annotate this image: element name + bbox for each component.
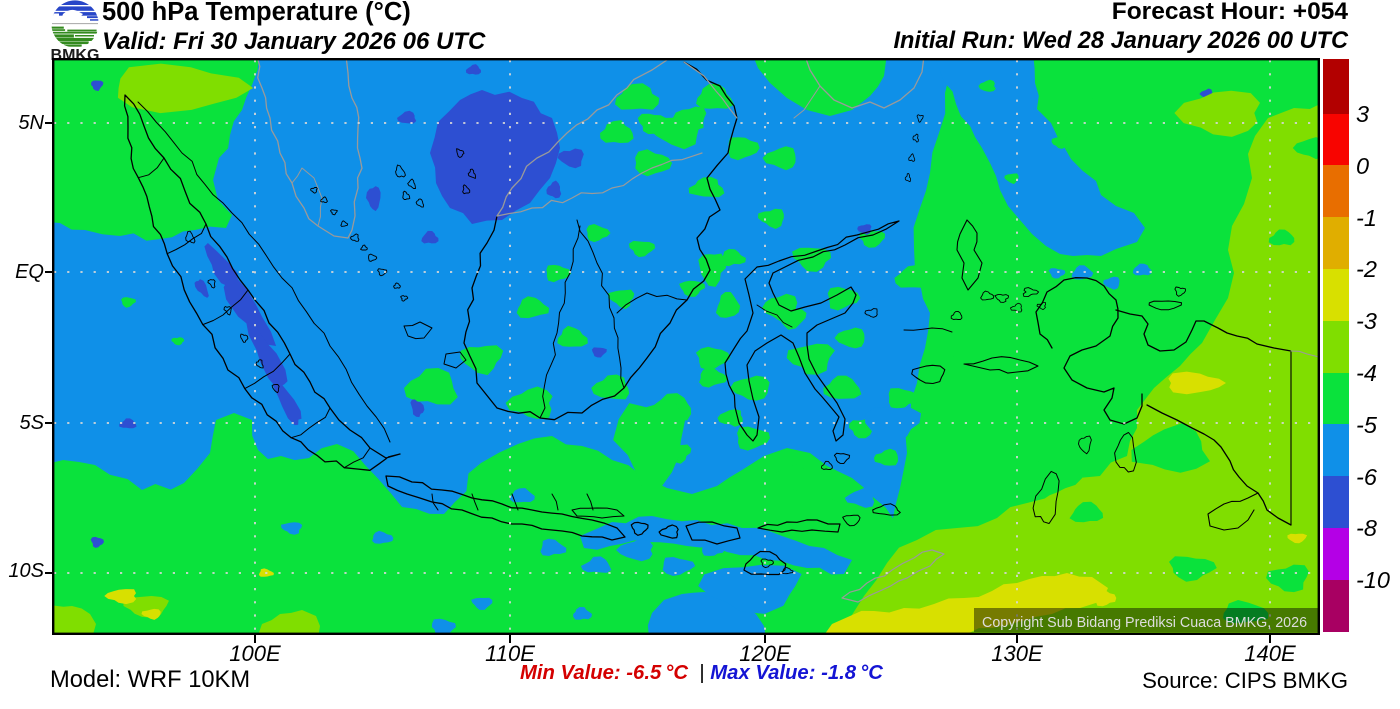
svg-text:Copyright Sub Bidang Prediksi: Copyright Sub Bidang Prediksi Cuaca BMKG… <box>982 615 1307 631</box>
